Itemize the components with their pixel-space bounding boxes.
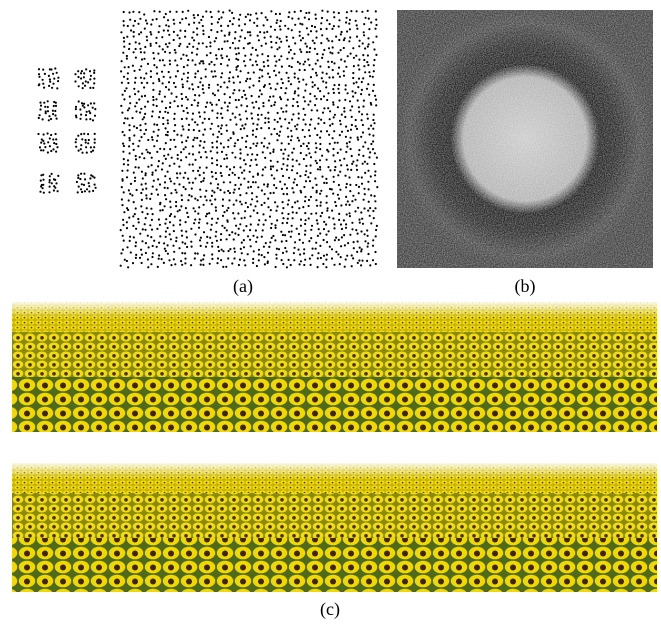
point-distribution: [37, 9, 379, 269]
dots: [37, 9, 379, 269]
sunflower-field: [12, 302, 657, 432]
panel-label: (b): [515, 276, 536, 297]
panel-label: (a): [233, 276, 253, 297]
power-spectrum: [397, 10, 653, 268]
sunflower-field: [12, 463, 657, 592]
panel-label: (c): [320, 599, 340, 620]
